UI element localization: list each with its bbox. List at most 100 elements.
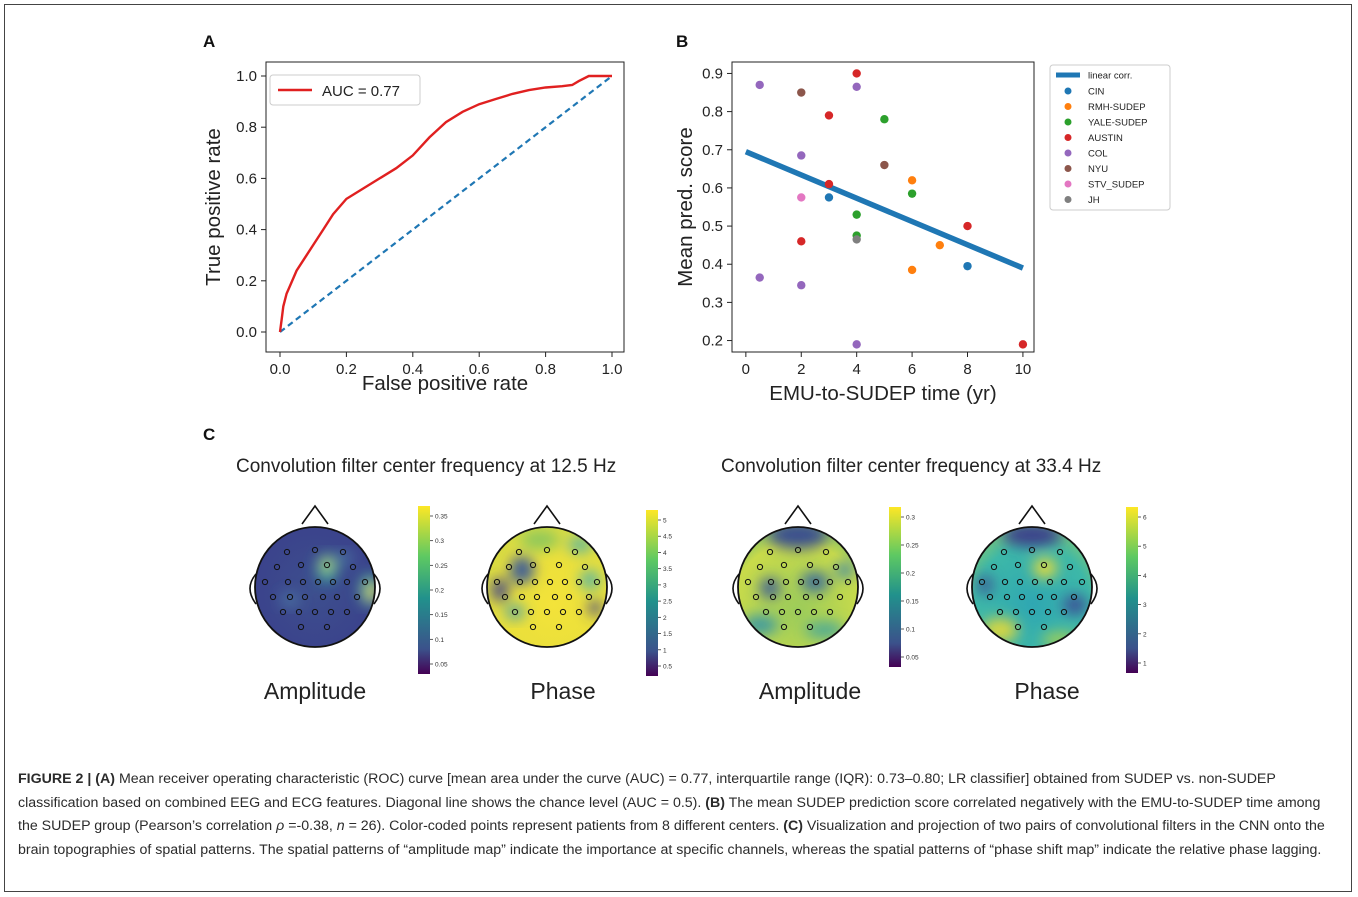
electrode-marker xyxy=(1003,593,1011,601)
colorbar-tick-label: 0.15 xyxy=(906,599,919,606)
scatter-point xyxy=(824,111,834,120)
scatter-y-tick-label: 0.2 xyxy=(702,333,723,350)
legend-marker xyxy=(1064,149,1072,157)
roc-x-ticks: 0.0 0.2 0.4 0.6 0.8 1.0 xyxy=(270,352,622,378)
electrode-marker xyxy=(581,563,589,571)
scatter-point xyxy=(852,69,861,78)
electrode-marker xyxy=(543,608,551,616)
electrode-marker xyxy=(284,578,292,586)
legend-marker xyxy=(1064,165,1072,172)
roc-y-tick-label: 0.2 xyxy=(236,273,257,290)
colorbar-tick-label: 5 xyxy=(663,518,667,525)
electrode-marker xyxy=(1018,593,1026,601)
electrode-marker xyxy=(575,578,583,586)
electrode-marker xyxy=(990,563,998,571)
topography-maps: 0.350.30.250.20.150.10.05 54.543.532.521… xyxy=(249,504,1147,676)
electrodes xyxy=(493,546,601,631)
topo-head-amplitude-12hz xyxy=(249,504,381,648)
electrode-marker xyxy=(501,593,509,601)
electrode-marker xyxy=(301,593,309,601)
electrode-marker xyxy=(311,608,319,616)
colorbar-tick-label: 6 xyxy=(1143,515,1147,522)
electrode-marker xyxy=(575,608,583,616)
roc-chart: 0.0 0.2 0.4 0.6 0.8 1.0 0.0 0.2 0.4 0.6 0.8 1.0 AU… xyxy=(202,61,625,395)
caption-b-text1: The mean SUDEP prediction score correlat… xyxy=(18,794,1321,835)
electrode-marker xyxy=(311,546,319,554)
electrode-marker xyxy=(353,593,361,601)
electrode-marker xyxy=(810,608,818,616)
scatter-y-ticks: 0.2 0.3 0.4 0.5 0.6 0.7 0.8 0.9 xyxy=(702,65,732,350)
electrode-marker xyxy=(1060,578,1068,586)
electrode-marker xyxy=(767,578,775,586)
scatter-y-tick-label: 0.8 xyxy=(702,104,723,121)
colorbar-tick-label: 0.5 xyxy=(663,664,672,671)
electrode-marker xyxy=(543,546,551,554)
roc-y-ticks: 0.0 0.2 0.4 0.6 0.8 1.0 xyxy=(236,68,266,341)
scatter-x-tick-label: 2 xyxy=(797,361,805,378)
electrode-marker xyxy=(529,623,537,631)
electrode-marker xyxy=(531,578,539,586)
roc-x-label: False positive rate xyxy=(362,372,528,395)
electrode-marker xyxy=(561,578,569,586)
caption-c-text: Visualization and projection of two pair… xyxy=(18,818,1325,858)
colorbar-tick-label: 2.5 xyxy=(663,599,672,606)
legend-marker xyxy=(1064,103,1072,110)
roc-x-tick-label: 0.0 xyxy=(270,361,291,378)
scatter-y-tick-label: 0.9 xyxy=(702,65,723,82)
roc-y-tick-label: 0.4 xyxy=(236,222,257,239)
electrode-marker xyxy=(1070,593,1078,601)
legend-entry-label: NYU xyxy=(1088,164,1108,175)
roc-axes-frame xyxy=(265,61,625,353)
electrode-marker xyxy=(1050,593,1058,601)
scatter-point xyxy=(963,221,972,231)
colorbar-tick-label: 0.1 xyxy=(906,627,915,634)
colorbar-tick-label: 0.2 xyxy=(906,571,915,578)
electrode-marker xyxy=(1056,548,1064,556)
electrode-marker xyxy=(802,593,810,601)
roc-y-tick-label: 1.0 xyxy=(236,68,257,85)
scatter-axes-frame xyxy=(731,61,1035,353)
electrode-marker xyxy=(794,546,802,554)
colorbar-amplitude-33hz: 0.3 0.25 0.2 0.15 0.1 0.05 xyxy=(889,507,919,667)
electrode-marker xyxy=(518,593,526,601)
electrode-marker xyxy=(1066,563,1074,571)
electrode-marker xyxy=(816,593,824,601)
electrode-marker xyxy=(273,563,281,571)
roc-curve xyxy=(278,74,612,333)
colorbar-tick-label: 0.35 xyxy=(435,514,448,521)
topo-label-amplitude-12hz: Amplitude xyxy=(263,678,367,704)
electrode-marker xyxy=(361,578,369,586)
panel-letter-a: A xyxy=(203,32,216,51)
scatter-point xyxy=(824,179,834,189)
electrode-marker xyxy=(555,623,563,631)
figure-frame xyxy=(4,4,1352,892)
scatter-point xyxy=(880,160,889,170)
electrode-marker xyxy=(1014,623,1022,631)
electrode-marker xyxy=(1000,548,1008,556)
topo-head-phase-12hz xyxy=(481,504,613,648)
topo-label-phase-33hz: Phase xyxy=(1014,678,1080,704)
electrode-marker xyxy=(333,593,341,601)
caption-a-text: Mean receiver operating characteristic (… xyxy=(18,771,1276,811)
scatter-x-tick-label: 10 xyxy=(1015,361,1032,378)
scatter-points xyxy=(755,69,1028,349)
electrode-marker xyxy=(794,608,802,616)
legend-marker xyxy=(1064,134,1072,141)
electrode-marker xyxy=(565,593,573,601)
electrode-marker xyxy=(1014,561,1022,569)
topo-head-phase-33hz xyxy=(966,504,1098,648)
electrodes xyxy=(261,546,369,631)
electrode-marker xyxy=(780,623,788,631)
electrode-marker xyxy=(1028,608,1036,616)
electrode-marker xyxy=(766,548,774,556)
electrode-marker xyxy=(269,593,277,601)
electrode-marker xyxy=(533,593,541,601)
scatter-y-tick-label: 0.6 xyxy=(702,180,723,197)
scatter-x-tick-label: 8 xyxy=(963,361,971,378)
roc-x-tick-label: 0.8 xyxy=(535,361,556,378)
scatter-point xyxy=(963,261,972,271)
electrode-marker xyxy=(555,561,563,569)
electrode-marker xyxy=(1028,546,1036,554)
caption-b-text3: = 26). Color-coded points represent pati… xyxy=(344,818,784,834)
linear-fit-line xyxy=(744,149,1024,271)
